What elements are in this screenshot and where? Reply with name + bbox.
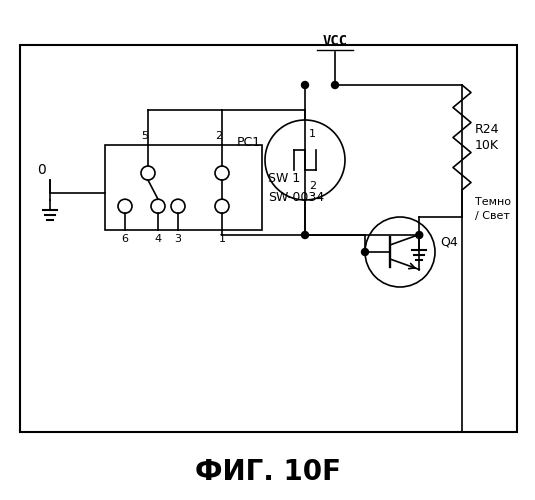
- Circle shape: [302, 232, 309, 238]
- Text: SW-0034: SW-0034: [268, 191, 324, 204]
- Text: Темно: Темно: [475, 197, 511, 207]
- Text: VCC: VCC: [323, 34, 348, 48]
- Text: 5: 5: [141, 131, 149, 141]
- Text: SW 1: SW 1: [268, 172, 300, 186]
- Bar: [20, 45, 517, 432]
- Circle shape: [332, 82, 339, 88]
- Circle shape: [302, 82, 309, 88]
- Text: R24: R24: [475, 123, 500, 136]
- Text: 4: 4: [155, 234, 162, 244]
- Circle shape: [416, 232, 423, 238]
- Text: ФИГ. 10F: ФИГ. 10F: [195, 458, 341, 486]
- Text: / Свет: / Свет: [475, 211, 510, 221]
- Circle shape: [362, 248, 369, 256]
- Text: 10K: 10K: [475, 139, 499, 152]
- Text: 6: 6: [121, 234, 128, 244]
- Text: 0: 0: [37, 163, 47, 177]
- Text: PC1: PC1: [237, 136, 261, 148]
- Text: 1: 1: [309, 129, 316, 139]
- Text: 2: 2: [216, 131, 223, 141]
- Bar: [105, 145, 262, 230]
- Text: 2: 2: [309, 181, 316, 191]
- Text: Q4: Q4: [440, 236, 458, 248]
- Text: 1: 1: [218, 234, 225, 244]
- Text: 3: 3: [174, 234, 181, 244]
